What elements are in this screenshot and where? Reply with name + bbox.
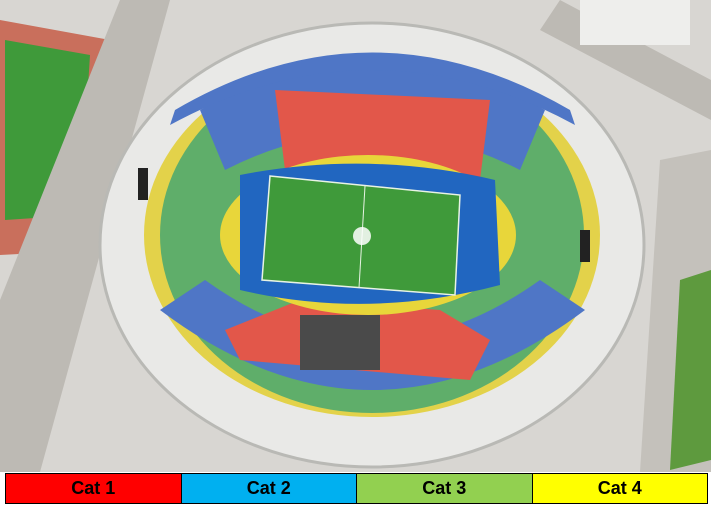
roof-edge — [98, 21, 646, 469]
stadium-map — [0, 0, 711, 472]
legend-item: Cat 3 — [357, 474, 533, 503]
seating-cat2 — [170, 52, 575, 125]
logo — [353, 227, 371, 245]
seating-cat1 — [275, 90, 490, 180]
screen — [580, 230, 590, 262]
trees — [670, 270, 711, 470]
legend-item: Cat 4 — [532, 474, 707, 503]
legend-item: Cat 1 — [6, 474, 182, 503]
legend-item: Cat 2 — [181, 474, 357, 503]
legend: Cat 1 Cat 2 Cat 3 Cat 4 — [5, 473, 708, 504]
pitch-lines — [261, 175, 461, 296]
road — [0, 0, 170, 472]
press-box — [300, 315, 380, 370]
building — [580, 0, 690, 45]
screen — [138, 168, 148, 200]
